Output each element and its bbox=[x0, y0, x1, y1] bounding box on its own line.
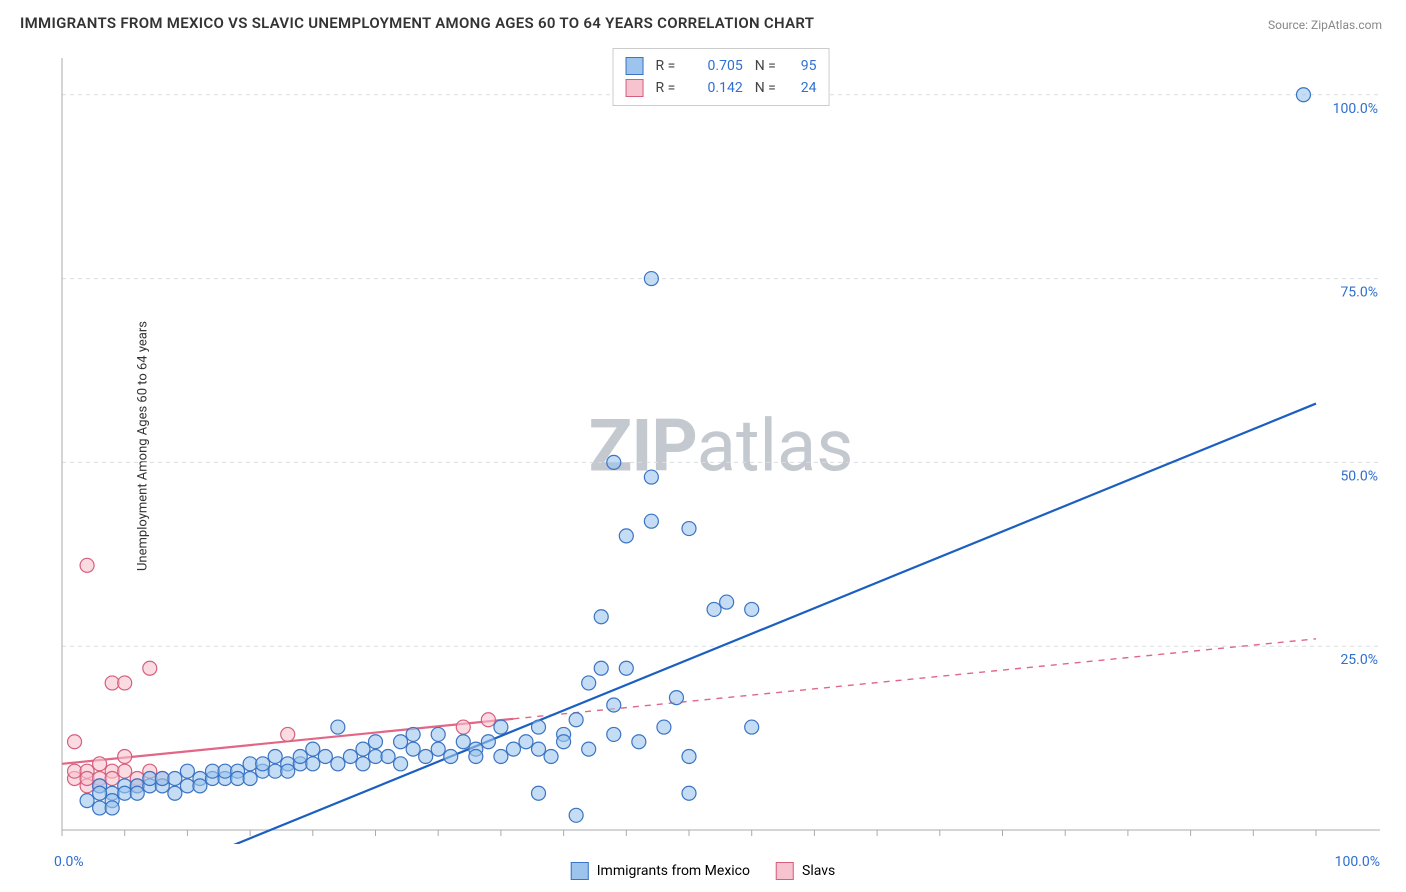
legend-item-slavs: Slavs bbox=[776, 862, 835, 880]
correlation-legend: R = 0.705 N = 95 R = 0.142 N = 24 bbox=[613, 48, 830, 106]
legend-swatch-mexico bbox=[626, 57, 644, 75]
legend-swatch-slavs bbox=[626, 79, 644, 97]
legend-n-label-2: N = bbox=[755, 77, 789, 99]
legend-label-slavs: Slavs bbox=[802, 863, 835, 879]
legend-row-slavs: R = 0.142 N = 24 bbox=[626, 77, 817, 99]
chart-title: IMMIGRANTS FROM MEXICO VS SLAVIC UNEMPLO… bbox=[20, 14, 814, 32]
scatter-svg: 25.0% 50.0% 75.0% 100.0% bbox=[56, 48, 1386, 844]
legend-r-label: R = bbox=[656, 55, 696, 77]
svg-text:75.0%: 75.0% bbox=[1340, 285, 1378, 301]
series-legend: Immigrants from Mexico Slavs bbox=[571, 862, 836, 880]
legend-square-slavs bbox=[776, 862, 794, 880]
svg-text:25.0%: 25.0% bbox=[1340, 652, 1378, 668]
svg-text:50.0%: 50.0% bbox=[1340, 468, 1378, 484]
legend-r-label-2: R = bbox=[656, 77, 696, 99]
legend-n-label: N = bbox=[755, 55, 789, 77]
legend-r-value-slavs: 0.142 bbox=[708, 77, 743, 99]
legend-row-mexico: R = 0.705 N = 95 bbox=[626, 55, 817, 77]
svg-text:100.0%: 100.0% bbox=[1333, 101, 1378, 117]
legend-r-value-mexico: 0.705 bbox=[708, 55, 743, 77]
source-attribution: Source: ZipAtlas.com bbox=[1268, 18, 1382, 32]
x-axis-min-label: 0.0% bbox=[54, 854, 84, 870]
chart-plot-area: ZIPatlas R = 0.705 N = 95 R = 0.142 N = … bbox=[56, 48, 1386, 844]
legend-label-mexico: Immigrants from Mexico bbox=[597, 863, 750, 879]
legend-n-value-slavs: 24 bbox=[801, 77, 817, 99]
x-axis-max-label: 100.0% bbox=[1335, 854, 1380, 870]
legend-square-mexico bbox=[571, 862, 589, 880]
legend-item-mexico: Immigrants from Mexico bbox=[571, 862, 750, 880]
legend-n-value-mexico: 95 bbox=[801, 55, 817, 77]
